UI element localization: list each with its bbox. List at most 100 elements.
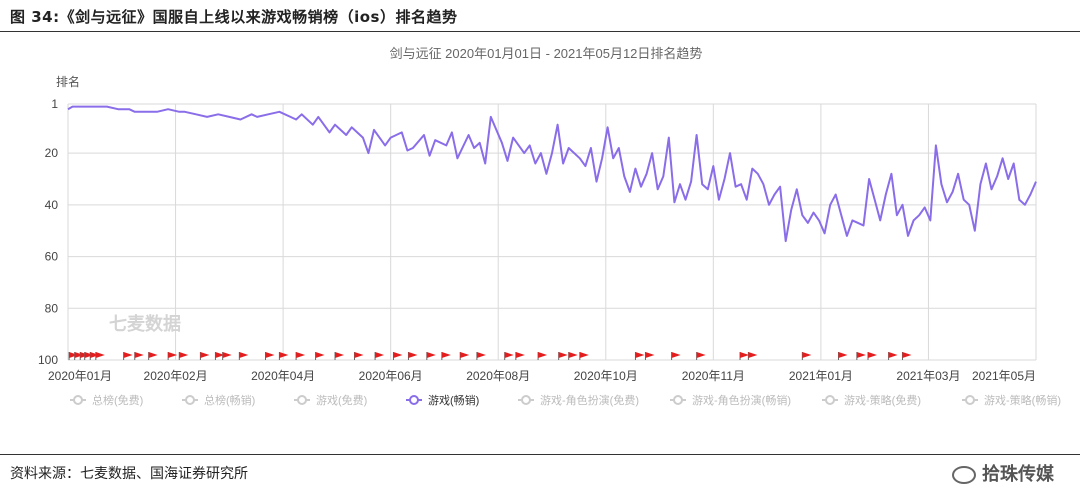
event-flag-marker bbox=[441, 352, 451, 360]
x-tick-label: 2020年04月 bbox=[251, 369, 315, 383]
flag-shape bbox=[393, 352, 403, 358]
source-rule bbox=[0, 454, 1080, 455]
legend-swatch-dot bbox=[73, 395, 83, 405]
legend-label: 游戏-策略(免费) bbox=[844, 393, 921, 407]
wechat-icon bbox=[952, 466, 976, 484]
legend-item[interactable]: 游戏(免费) bbox=[294, 393, 367, 407]
flag-shape bbox=[579, 352, 589, 358]
legend-swatch-dot bbox=[673, 395, 683, 405]
legend-item[interactable]: 游戏(畅销) bbox=[406, 393, 479, 407]
event-flag-marker bbox=[334, 352, 345, 360]
y-tick-label: 20 bbox=[45, 146, 59, 160]
legend-label: 游戏(畅销) bbox=[428, 393, 479, 407]
legend-label: 总榜(免费) bbox=[92, 393, 143, 407]
y-tick-label: 60 bbox=[45, 250, 59, 264]
event-flag-marker bbox=[84, 352, 94, 360]
x-tick-label: 2021年01月 bbox=[789, 369, 853, 383]
legend-label: 总榜(畅销) bbox=[204, 393, 255, 407]
flag-shape bbox=[335, 352, 345, 358]
legend-label: 游戏-角色扮演(畅销) bbox=[692, 393, 791, 407]
flag-shape bbox=[696, 352, 706, 358]
flag-shape bbox=[168, 352, 178, 358]
flag-shape bbox=[568, 352, 578, 358]
legend-swatch-dot bbox=[185, 395, 195, 405]
flag-shape bbox=[215, 352, 225, 358]
flag-shape bbox=[123, 352, 133, 358]
flag-shape bbox=[426, 352, 436, 358]
event-flag-marker bbox=[74, 352, 84, 360]
y-tick-label: 1 bbox=[51, 97, 58, 111]
event-flag-marker bbox=[747, 352, 758, 360]
x-tick-label: 2021年03月 bbox=[896, 369, 960, 383]
figure-caption: 图 34:《剑与远征》国服自上线以来游戏畅销榜（ios）排名趋势 bbox=[10, 8, 458, 26]
flag-shape bbox=[315, 352, 325, 358]
x-tick-label: 2020年01月 bbox=[48, 369, 112, 383]
event-flag-marker bbox=[178, 352, 189, 360]
event-flag-marker bbox=[867, 352, 877, 360]
x-tick-label: 2020年11月 bbox=[682, 369, 745, 383]
flag-shape bbox=[476, 352, 486, 358]
flag-shape bbox=[265, 352, 275, 358]
flag-shape bbox=[74, 352, 84, 358]
legend-label: 游戏-策略(畅销) bbox=[984, 393, 1061, 407]
event-flag-marker bbox=[459, 352, 470, 360]
legend-swatch-dot bbox=[965, 395, 975, 405]
event-flag-marker bbox=[856, 352, 866, 360]
event-flag-marker bbox=[888, 352, 898, 360]
event-flag-marker bbox=[89, 352, 100, 360]
legend-swatch-dot bbox=[297, 395, 307, 405]
event-flag-marker bbox=[568, 352, 578, 360]
flag-shape bbox=[279, 352, 289, 358]
flag-shape bbox=[635, 352, 645, 358]
caption-rule bbox=[0, 31, 1080, 32]
legend-swatch-dot bbox=[521, 395, 531, 405]
x-tick-label: 2021年05月 bbox=[972, 369, 1036, 383]
event-flag-marker bbox=[696, 352, 706, 360]
event-flag-marker bbox=[167, 352, 178, 360]
flag-shape bbox=[200, 352, 210, 358]
legend-item[interactable]: 总榜(免费) bbox=[70, 393, 143, 407]
legend-item[interactable]: 游戏-策略(免费) bbox=[822, 393, 921, 407]
event-flag-marker bbox=[95, 352, 105, 360]
event-flag-marker bbox=[199, 352, 210, 360]
event-flag-marker bbox=[264, 352, 275, 360]
flag-shape bbox=[222, 352, 232, 358]
legend-item[interactable]: 总榜(畅销) bbox=[182, 393, 255, 407]
x-tick-label: 2020年08月 bbox=[466, 369, 530, 383]
event-flag-marker bbox=[537, 352, 548, 360]
flag-shape bbox=[90, 352, 100, 358]
flag-shape bbox=[179, 352, 189, 358]
event-flag-marker bbox=[148, 352, 158, 360]
legend-label: 游戏(免费) bbox=[316, 393, 367, 407]
legend-item[interactable]: 游戏-策略(畅销) bbox=[962, 393, 1061, 407]
flag-shape bbox=[838, 352, 848, 358]
flag-shape bbox=[408, 352, 418, 358]
chart-panel: 剑与远征 2020年01月01日 - 2021年05月12日排名趋势 排名 1 2… bbox=[14, 34, 1066, 420]
event-flag-marker bbox=[222, 352, 232, 360]
flag-shape bbox=[296, 352, 306, 358]
event-flag-marker bbox=[504, 352, 514, 360]
brand-watermark-text: 拾珠传媒 bbox=[982, 464, 1054, 485]
flag-shape bbox=[645, 352, 655, 358]
event-flag-marker bbox=[644, 352, 655, 360]
event-flag-marker bbox=[801, 352, 812, 360]
event-flag-marker bbox=[476, 352, 486, 360]
legend-item[interactable]: 游戏-角色扮演(畅销) bbox=[670, 393, 791, 407]
event-flag-marker bbox=[374, 352, 385, 360]
legend-item[interactable]: 游戏-角色扮演(免费) bbox=[518, 393, 639, 407]
event-flag-marker bbox=[838, 352, 848, 360]
event-flag-marker bbox=[671, 352, 681, 360]
flag-shape bbox=[354, 352, 364, 358]
y-tick-label: 80 bbox=[45, 301, 59, 315]
flag-shape bbox=[95, 352, 105, 358]
legend-swatch-dot bbox=[409, 395, 419, 405]
rank-trend-chart: 剑与远征 2020年01月01日 - 2021年05月12日排名趋势 排名 1 2… bbox=[38, 46, 1061, 407]
event-flag-marker bbox=[134, 352, 144, 360]
y-axis-label: 排名 bbox=[56, 74, 80, 89]
x-tick-label: 2020年02月 bbox=[144, 369, 208, 383]
flag-shape bbox=[515, 352, 525, 358]
event-flag-marker bbox=[558, 352, 568, 360]
event-flag-marker bbox=[579, 352, 589, 360]
flag-shape bbox=[134, 352, 144, 358]
chart-title: 剑与远征 2020年01月01日 - 2021年05月12日排名趋势 bbox=[390, 46, 703, 61]
